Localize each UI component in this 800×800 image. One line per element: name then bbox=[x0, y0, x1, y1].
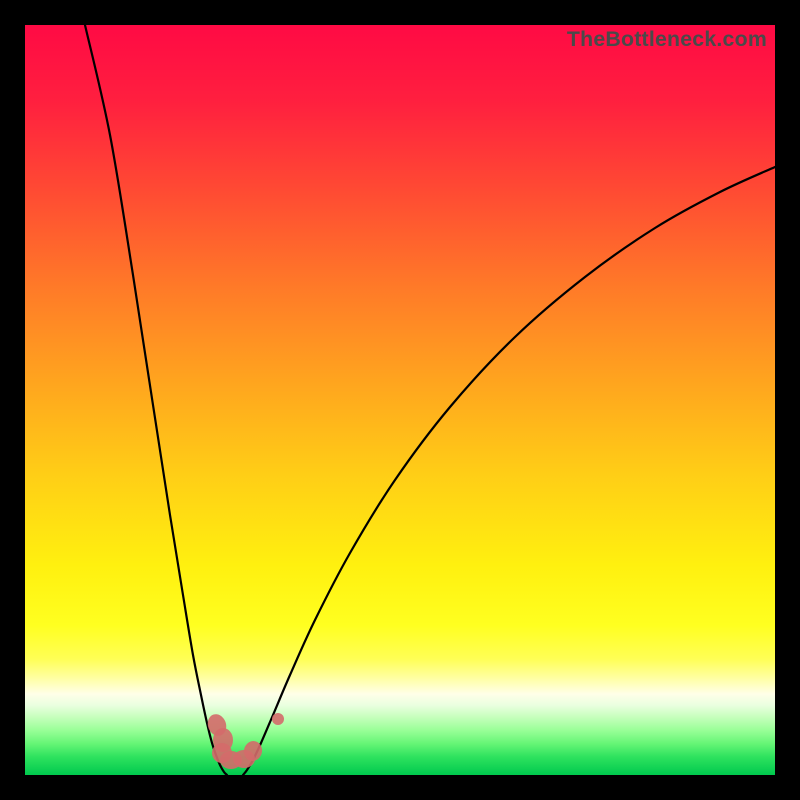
watermark-text: TheBottleneck.com bbox=[567, 27, 767, 52]
marker-point bbox=[272, 713, 284, 725]
chart-frame: TheBottleneck.com bbox=[0, 0, 800, 800]
plot-area: TheBottleneck.com bbox=[25, 25, 775, 775]
data-markers bbox=[25, 25, 775, 775]
